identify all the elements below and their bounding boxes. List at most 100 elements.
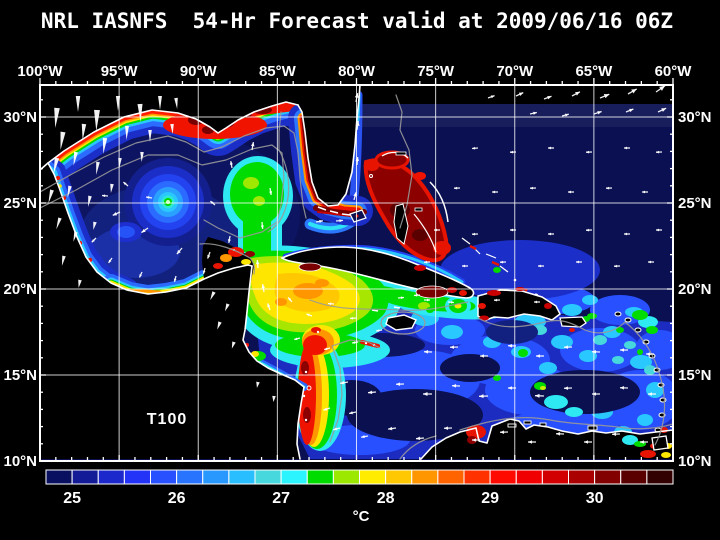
- current-arrow-head: [510, 150, 514, 154]
- colorbar-segment: [489, 469, 517, 485]
- current-arrow-head: [355, 121, 360, 126]
- colorbar-tick-label: 27: [272, 490, 290, 507]
- wind-streak: [78, 279, 82, 288]
- current-arrow-head: [229, 161, 233, 165]
- latitude-label-left: 10°N: [3, 453, 37, 470]
- colorbar-segment: [385, 469, 413, 485]
- wind-streak: [61, 255, 66, 266]
- longitude-label: 75°W: [417, 63, 455, 80]
- current-arrow-head: [340, 380, 345, 385]
- island-jamaica: [385, 302, 434, 331]
- colorbar-segment: [359, 469, 387, 485]
- land-north-central-america: [40, 85, 360, 459]
- current-arrow-head: [450, 300, 454, 304]
- longitude-label: 60°W: [655, 63, 693, 80]
- current-arrow-head: [202, 270, 206, 274]
- current-arrow-head: [586, 228, 590, 232]
- current-arrow-head: [518, 92, 524, 96]
- current-arrow-head: [564, 113, 569, 117]
- current-arrow-head: [269, 191, 273, 195]
- latitude-label-right: 10°N: [678, 453, 712, 470]
- current-arrow-head: [427, 298, 430, 302]
- current-arrow-head: [444, 426, 449, 430]
- colorbar-segment: [568, 469, 596, 485]
- current-arrow-head: [547, 95, 552, 100]
- cayman-islands: [371, 306, 401, 312]
- current-arrow-head: [620, 386, 625, 390]
- current-arrow-head: [642, 190, 645, 194]
- current-arrow-head: [267, 303, 271, 308]
- latitude-label-right: 25°N: [678, 195, 712, 212]
- current-arrow-head: [576, 260, 579, 264]
- nicaragua-cays: [302, 330, 320, 422]
- current-arrow-head: [536, 354, 540, 358]
- current-arrow-head: [146, 196, 150, 199]
- current-arrow-head: [434, 228, 437, 232]
- current-arrow-head: [535, 393, 540, 398]
- current-arrow-head: [508, 386, 512, 390]
- current-arrow-head: [396, 382, 401, 386]
- current-arrow-head: [631, 89, 637, 94]
- current-arrow-head: [568, 190, 571, 194]
- current-arrow-head: [288, 297, 292, 301]
- current-arrow-head: [494, 298, 498, 302]
- longitude-label: 90°W: [180, 63, 218, 80]
- latitude-axis-labels-left: 30°N 25°N 20°N 15°N 10°N: [3, 109, 37, 470]
- current-arrow-head: [454, 186, 458, 190]
- current-arrow-head: [173, 278, 177, 282]
- wind-streak: [137, 103, 143, 122]
- colorbar-segment: [254, 469, 282, 485]
- current-arrow-head: [323, 407, 328, 411]
- colorbar-segment: [594, 469, 622, 485]
- current-arrow-head: [480, 354, 484, 358]
- latitude-label-left: 20°N: [3, 281, 37, 298]
- current-arrow-head: [620, 348, 624, 352]
- colorbar-segment: [411, 469, 439, 485]
- latitude-label-right: 30°N: [678, 109, 712, 126]
- current-arrow-head: [548, 232, 551, 236]
- current-arrow-head: [355, 157, 360, 162]
- current-arrow-head: [472, 146, 476, 150]
- latitude-label-right: 15°N: [678, 367, 712, 384]
- colorbar-tick-label: 28: [377, 490, 395, 507]
- current-arrow-head: [260, 225, 264, 229]
- current-arrow-head: [500, 260, 504, 264]
- wind-streak: [158, 96, 162, 110]
- wind-streak: [94, 109, 100, 131]
- current-arrow-head: [508, 344, 513, 348]
- florida-keys: [317, 206, 351, 216]
- longitude-label: 85°W: [259, 63, 297, 80]
- current-arrow-head: [368, 390, 373, 395]
- current-arrow-head: [472, 438, 476, 442]
- current-arrow-head: [141, 228, 146, 233]
- wind-streak: [75, 96, 81, 112]
- wind-streak: [256, 381, 260, 388]
- colorbar-segment: [202, 469, 230, 485]
- current-arrow-head: [376, 329, 380, 332]
- colorbar-unit-label: °C: [353, 508, 370, 525]
- current-arrow-head: [353, 192, 357, 197]
- current-arrow-head: [492, 190, 495, 194]
- current-arrow-head: [294, 337, 298, 341]
- wind-streak: [231, 341, 236, 349]
- axis-tick-marks: [39, 78, 674, 462]
- current-arrow-head: [354, 93, 359, 98]
- colorbar-tick-labels: 25 26 27 28 29 30: [63, 490, 603, 507]
- lat-lon-grid: [40, 85, 673, 461]
- current-arrow-head: [528, 440, 532, 444]
- wind-streak: [210, 291, 216, 301]
- current-arrow-head: [597, 111, 602, 115]
- current-arrow-head: [349, 411, 353, 415]
- bathymetry-contours: [40, 94, 673, 460]
- current-arrow-head: [339, 219, 343, 223]
- latitude-label-left: 15°N: [3, 367, 37, 384]
- colorbar-segment: [45, 469, 73, 485]
- colorbar-segment: [463, 469, 491, 485]
- current-arrow-head: [255, 260, 260, 265]
- colorbar-segment: [515, 469, 543, 485]
- colorbar-segment: [306, 469, 334, 485]
- current-arrow-head: [91, 239, 95, 243]
- longitude-label: 65°W: [575, 63, 613, 80]
- wind-streak: [88, 195, 92, 207]
- current-arrow-head: [319, 219, 323, 223]
